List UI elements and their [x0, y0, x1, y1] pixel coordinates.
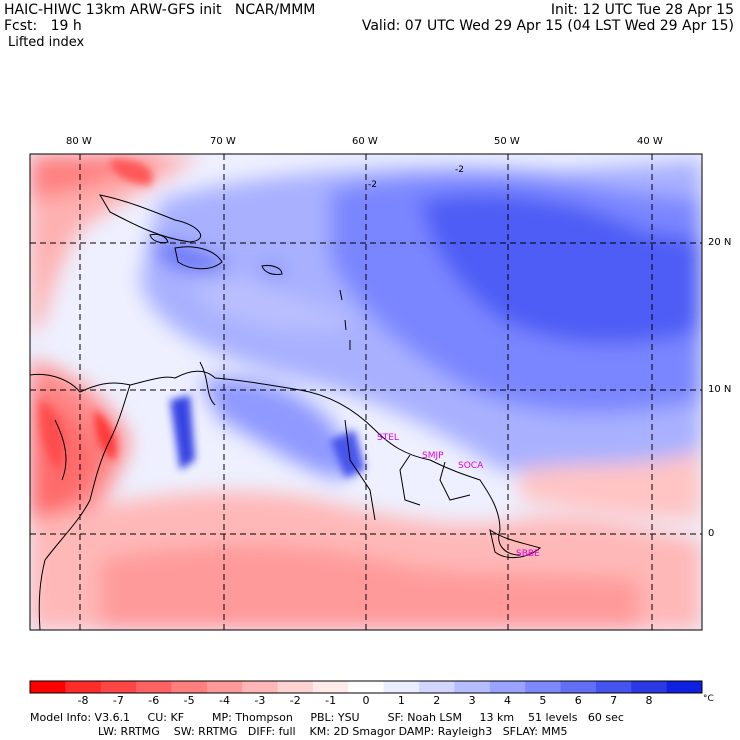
colorbar-tick-label: 4 [503, 694, 511, 707]
colorbar-swatch [348, 681, 385, 693]
lat-label: 10 N [708, 384, 732, 395]
station-label: SMJP [422, 451, 444, 461]
lat-label: 20 N [708, 237, 732, 248]
colorbar-swatch [631, 681, 668, 693]
colorbar-tick-label: -1 [325, 694, 337, 707]
lon-label: 60 W [352, 136, 378, 147]
valid-time: Valid: 07 UTC Wed 29 Apr 15 (04 LST Wed … [361, 18, 734, 34]
map-field: -2 -2 STEL SMJP SOCA SBBE [30, 154, 702, 630]
colorbar-swatch [242, 681, 279, 693]
coastlines [30, 194, 542, 630]
gridlines [30, 154, 702, 630]
contour-label: -2 [368, 180, 377, 190]
stations: STEL SMJP SOCA SBBE [377, 433, 540, 559]
model-title: HAIC-HIWC 13km ARW-GFS init [4, 2, 222, 18]
fcst-value: 19 h [50, 18, 82, 34]
colorbar-tick-label: -8 [77, 694, 89, 707]
colorbar-swatch [489, 681, 526, 693]
colorbar-swatch [277, 681, 314, 693]
station-label: STEL [377, 433, 399, 443]
colorbar-tick-label: -6 [148, 694, 160, 707]
colorbar-tick-label: 0 [362, 694, 370, 707]
colorbar-border [29, 680, 703, 694]
colorbar-swatch [136, 681, 172, 693]
field-name: Lifted index [8, 35, 85, 50]
colorbar-tick-label: -7 [112, 694, 124, 707]
colorbar-tick-label: 8 [645, 694, 653, 707]
model-info-line1: Model Info: V3.6.1 CU: KF MP: Thompson P… [30, 711, 624, 724]
lon-label: 80 W [66, 136, 92, 147]
colorbar-swatch [595, 681, 632, 693]
colorbar [29, 680, 703, 694]
colorbar-swatch [525, 681, 562, 693]
colorbar-unit: °C [703, 694, 714, 704]
colorbar-swatch [454, 681, 491, 693]
colorbar-swatch [65, 681, 102, 693]
colorbar-tick-label: -3 [254, 694, 266, 707]
map-border [29, 153, 703, 631]
colorbar-swatch [171, 681, 208, 693]
colorbar-swatch [419, 681, 455, 693]
colorbar-swatch [206, 681, 243, 693]
header-title: HAIC-HIWC 13km ARW-GFS init NCAR/MMM [4, 2, 315, 18]
colorbar-tick-label: -4 [219, 694, 230, 707]
lat-label: 0 [708, 528, 715, 539]
init-time: Init: 12 UTC Tue 28 Apr 15 [550, 2, 734, 18]
station-label: SOCA [458, 461, 484, 471]
colorbar-tick-label: 2 [433, 694, 441, 707]
colorbar-swatch [312, 681, 349, 693]
lon-label: 70 W [210, 136, 236, 147]
lon-label: 40 W [637, 136, 663, 147]
colorbar-swatch [666, 681, 703, 693]
colorbar-swatch [100, 681, 137, 693]
colorbar-tick-label: 7 [610, 694, 618, 707]
contour-label: -2 [455, 165, 464, 175]
colorbar-swatch [383, 681, 420, 693]
colorbar-tick-label: 6 [574, 694, 582, 707]
forecast-hour: Fcst: 19 h [4, 18, 82, 34]
colorbar-tick-label: -2 [289, 694, 301, 707]
fcst-label: Fcst: [4, 18, 38, 34]
colorbar-tick-label: -5 [183, 694, 195, 707]
station-label: SBBE [516, 549, 540, 559]
colorbar-tick-label: 1 [397, 694, 405, 707]
colorbar-swatch [30, 681, 66, 693]
model-info-line2: LW: RRTMG SW: RRTMG DIFF: full KM: 2D Sm… [98, 725, 568, 738]
org-label: NCAR/MMM [234, 2, 316, 18]
colorbar-tick-label: 5 [539, 694, 547, 707]
colorbar-swatch [560, 681, 597, 693]
lon-label: 50 W [494, 136, 520, 147]
colorbar-tick-label: 3 [468, 694, 476, 707]
